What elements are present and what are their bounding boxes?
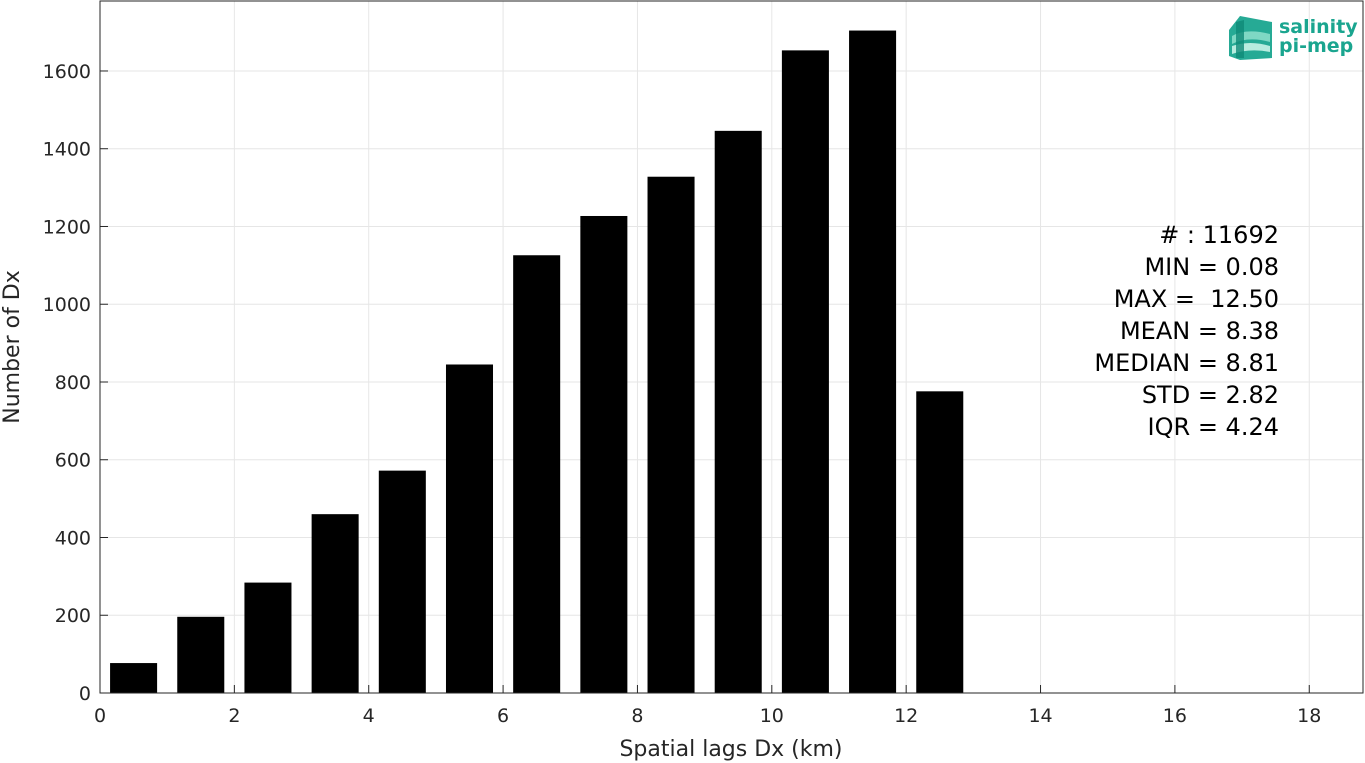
x-tick-label: 0 [94,705,106,727]
logo-line1: salinity [1279,16,1358,38]
logo-line2: pi-mep [1279,35,1353,57]
salinity-wave-logo-icon [1229,16,1272,60]
histogram-bar [916,391,964,693]
histogram-bar [311,514,359,693]
x-tick-label: 2 [228,705,240,727]
stat-min: MIN = 0.08 [1144,253,1279,281]
y-tick-label: 1200 [43,216,91,238]
stats-annotation: # : 11692 MIN = 0.08 MAX = 12.50 MEAN = … [1094,221,1279,441]
x-tick-label: 12 [894,705,918,727]
stat-std: STD = 2.82 [1142,381,1279,409]
histogram-bar [714,130,762,694]
x-tick-label: 8 [631,705,643,727]
histogram-bar [110,663,158,693]
histogram-bar [378,470,426,693]
stat-count: # : 11692 [1159,221,1279,249]
stat-iqr: IQR = 4.24 [1148,413,1279,441]
y-tick-label: 400 [55,527,91,549]
histogram-bar [513,255,561,693]
histogram-bar [647,176,695,694]
y-tick-label: 600 [55,450,91,472]
y-tick-label: 1600 [43,61,91,83]
x-axis-ticks: 0 2 4 6 8 10 12 14 16 18 [94,685,1321,727]
histogram-bar [781,50,829,693]
x-tick-label: 6 [497,705,509,727]
salinity-pi-mep-logo: salinity pi-mep [1229,16,1358,60]
y-axis-label: Number of Dx [0,270,25,424]
histogram-bar [580,215,628,693]
stat-mean: MEAN = 8.38 [1120,317,1279,345]
y-axis-ticks: 0 200 400 600 800 1000 1200 1400 1600 [43,61,108,705]
histogram-bar [244,582,292,693]
x-tick-label: 4 [363,705,375,727]
y-tick-label: 1400 [43,139,91,161]
stat-median: MEDIAN = 8.81 [1094,349,1279,377]
y-tick-label: 800 [55,372,91,394]
x-tick-label: 18 [1297,705,1321,727]
x-tick-label: 14 [1028,705,1052,727]
x-axis-label: Spatial lags Dx (km) [619,737,842,762]
bars [110,30,964,694]
stat-max: MAX = 12.50 [1114,285,1279,313]
histogram-bar [849,30,897,693]
y-tick-label: 0 [79,683,91,705]
plot-frame [99,0,1364,694]
x-tick-label: 16 [1163,705,1187,727]
y-tick-label: 200 [55,605,91,627]
histogram-bar [445,364,494,693]
histogram-bar [177,616,225,693]
x-tick-label: 10 [760,705,784,727]
y-tick-label: 1000 [43,294,91,316]
